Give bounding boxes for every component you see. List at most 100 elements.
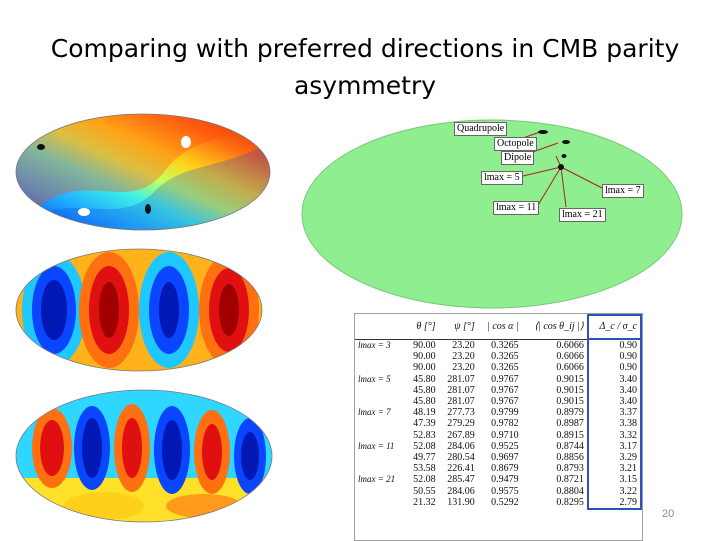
table-cell: 3.32 [586,429,643,441]
table-cell: 45.80 [413,384,436,396]
table-cell: 0.8721 [556,474,584,486]
table-row: 47.39 279.29 0.9782 0.8987 3.38 [355,418,643,430]
label-lmax-5: lmax = 5 [481,171,523,185]
table-cell: 48.19 [413,407,436,419]
table-cell: 0.8979 [556,407,584,419]
row-group-label [355,362,405,373]
table-cell: 0.8915 [556,429,584,441]
row-group-label: lmax = 5 [358,373,391,384]
table-cell: 131.90 [447,497,475,509]
table-cell: 0.8295 [556,497,584,509]
table-cell: 3.40 [586,373,643,385]
table-cell: 0.9697 [491,452,519,464]
table-cell: 0.3265 [491,351,519,363]
table-cell: 47.39 [413,418,436,430]
table-cell: 0.9767 [491,384,519,396]
table-cell: 3.21 [586,463,643,475]
slide-title: Comparing with preferred directions in C… [50,34,680,100]
sky-map-dipole [15,113,271,231]
table-cell: 52.08 [413,440,436,452]
table-row: 52.83 267.89 0.9710 0.8915 3.32 [355,429,643,441]
table-cell: 50.55 [413,485,436,497]
row-group-label: lmax = 21 [358,474,396,485]
directions-map-graphic [301,119,683,309]
table-cell: 0.9799 [491,407,519,419]
table-row: lmax = 11 52.08 284.06 0.9525 0.8744 3.17 [355,440,643,453]
table-cell: 3.38 [586,418,643,430]
row-group-label: lmax = 3 [358,339,391,350]
label-lmax-7: lmax = 7 [602,184,644,198]
table-cell: 0.9479 [491,474,519,486]
row-group-label [355,418,405,429]
table-row: lmax = 7 48.19 277.73 0.9799 0.8979 3.37 [355,407,643,419]
table-cell: 0.8679 [491,463,519,475]
table-cell: 0.5292 [491,497,519,509]
table-cell: 279.29 [447,418,475,430]
col-header-psi: ψ [°] [438,315,478,340]
table-cell: 0.8793 [556,463,584,475]
table-cell: 0.8856 [556,452,584,464]
row-group-label [355,497,405,509]
table-cell: 21.32 [413,497,436,509]
table-cell: 277.73 [447,407,475,419]
table-cell: 3.40 [586,384,643,397]
table-cell: 2.79 [586,496,643,511]
table-cell: 52.83 [413,429,436,441]
table-cell: 0.9015 [556,373,584,385]
row-group-label [355,351,405,362]
table-cell: 0.9525 [491,440,519,452]
table-cell: 0.6066 [556,339,584,351]
table-cell: 23.20 [452,351,475,363]
table-cell: 226.41 [447,463,475,475]
row-group-label [355,486,405,497]
table-cell: 281.07 [447,373,475,385]
table-cell: 3.17 [586,440,643,453]
table-cell: 45.80 [413,396,436,408]
table-row: 45.80 281.07 0.9767 0.9015 3.40 [355,396,643,408]
table-row: 49.77 280.54 0.9697 0.8856 3.29 [355,452,643,464]
table-cell: 0.3265 [491,362,519,374]
table-row: 90.00 23.20 0.3265 0.6066 0.90 [355,362,643,374]
table-row: 21.32 131.90 0.5292 0.8295 2.79 [355,496,643,511]
table-row: lmax = 21 52.08 285.47 0.9479 0.8721 3.15 [355,474,643,486]
table-row: 50.55 284.06 0.9575 0.8804 3.22 [355,485,643,497]
table-cell: 0.9015 [556,396,584,408]
table-row: lmax = 3 90.00 23.20 0.3265 0.6066 0.90 [355,337,643,352]
table-cell: 284.06 [447,485,475,497]
table-cell: 281.07 [447,384,475,396]
table-cell: 0.8744 [556,440,584,452]
label-lmax-11: lmax = 11 [493,201,540,215]
table-cell: 49.77 [413,452,436,464]
page-number: 20 [662,508,675,520]
table-cell: 281.07 [447,396,475,408]
label-octopole: Octopole [494,137,537,151]
col-header-delta-sigma: Δ_c / σ_c [586,314,643,340]
row-group-label [355,452,405,463]
table-cell: 285.47 [447,474,475,486]
table-cell: 0.90 [586,362,643,374]
table-cell: 0.9767 [491,373,519,385]
table-row: 45.80 281.07 0.9767 0.9015 3.40 [355,384,643,397]
table-cell: 52.08 [413,474,436,486]
col-header-mean-cos: ⟨| cos θ_ij |⟩ [521,315,588,340]
table-cell: 0.6066 [556,351,584,363]
table-cell: 0.8987 [556,418,584,430]
col-header-cos-alpha: | cos α | [477,315,522,340]
table-cell: 3.22 [586,485,643,497]
table-cell: 0.9015 [556,384,584,396]
table-cell: 53.58 [413,463,436,475]
row-group-label: lmax = 11 [358,440,395,451]
table-cell: 90.00 [413,362,436,374]
table-cell: 23.20 [452,362,475,374]
table-cell: 0.90 [586,351,643,363]
table-cell: 90.00 [413,339,436,351]
label-quadrupole: Quadrupole [454,122,508,136]
table-cell: 0.9575 [491,485,519,497]
col-header-theta: θ [°] [405,315,439,340]
table-cell: 0.9710 [491,429,519,441]
table-cell: 284.06 [447,440,475,452]
row-group-label [355,430,405,441]
row-group-label [355,463,405,474]
table-cell: 0.90 [586,337,643,352]
table-cell: 90.00 [413,351,436,363]
